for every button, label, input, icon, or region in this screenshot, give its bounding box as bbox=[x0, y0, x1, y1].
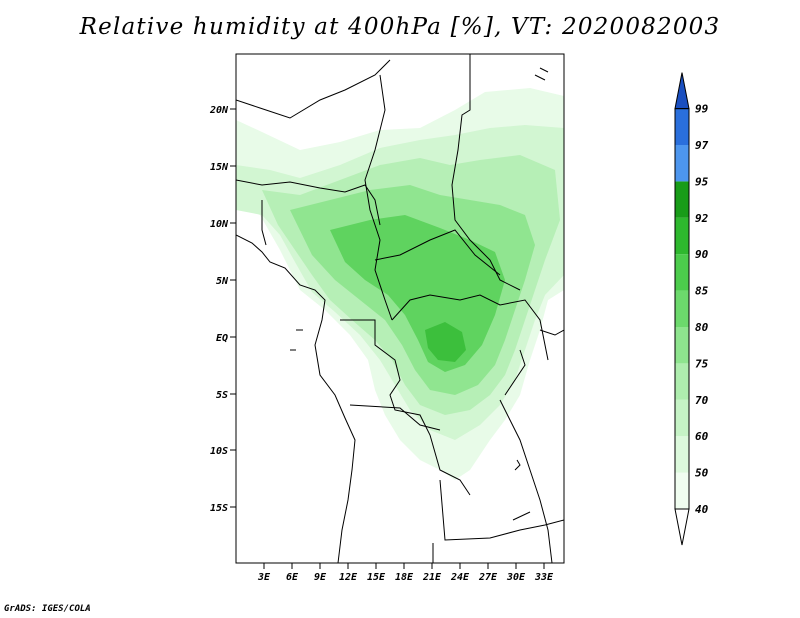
lon-label-12e: 12E bbox=[339, 572, 358, 583]
lat-label-5s: 5S bbox=[216, 390, 228, 401]
lon-label-27e: 27E bbox=[478, 572, 498, 583]
lon-label-33e: 33E bbox=[534, 572, 554, 583]
lon-label-18e: 18E bbox=[395, 572, 414, 583]
lat-label-10n: 10N bbox=[210, 219, 229, 230]
axis-ticks bbox=[230, 108, 545, 569]
map-title: Relative humidity at 400hPa [%], VT: 202… bbox=[79, 14, 721, 40]
lat-label-15s: 15S bbox=[210, 503, 228, 514]
colorbar-label-60: 60 bbox=[695, 430, 709, 443]
lat-label-5n: 5N bbox=[216, 276, 229, 287]
colorbar-label-85: 85 bbox=[695, 285, 709, 298]
humidity-field bbox=[236, 88, 564, 480]
colorbar-segment-95 bbox=[675, 145, 689, 182]
lat-label-20n: 20N bbox=[209, 105, 229, 116]
colorbar-label-70: 70 bbox=[695, 394, 709, 407]
lon-label-6e: 6E bbox=[286, 572, 299, 583]
colorbar-segment-97 bbox=[675, 108, 689, 145]
colorbar-segment-50 bbox=[675, 436, 689, 473]
colorbar-underflow-arrow bbox=[674, 508, 690, 546]
colorbar-segment-75 bbox=[675, 327, 689, 364]
colorbar-label-95: 95 bbox=[695, 175, 709, 188]
colorbar-outline bbox=[674, 108, 690, 510]
longitude-labels: 3E 6E 9E 12E 15E 18E 21E 24E 27E 30E 33E bbox=[257, 572, 554, 583]
lon-label-9e: 9E bbox=[314, 572, 327, 583]
lon-label-3e: 3E bbox=[257, 572, 271, 583]
colorbar-label-99: 99 bbox=[695, 103, 709, 116]
colorbar: 40 50 60 70 75 80 85 90 92 95 97 99 bbox=[674, 72, 709, 546]
colorbar-label-97: 97 bbox=[695, 139, 709, 152]
lon-label-21e: 21E bbox=[422, 572, 442, 583]
colorbar-segment-90 bbox=[675, 217, 689, 255]
colorbar-segment-70 bbox=[675, 363, 689, 400]
colorbar-label-50: 50 bbox=[695, 467, 709, 480]
colorbar-label-75: 75 bbox=[695, 357, 709, 370]
lon-label-24e: 24E bbox=[450, 572, 470, 583]
coastlines-and-borders bbox=[236, 54, 564, 563]
lat-label-10s: 10S bbox=[210, 446, 228, 457]
colorbar-label-92: 92 bbox=[695, 212, 709, 225]
colorbar-label-40: 40 bbox=[695, 503, 709, 516]
lon-label-30e: 30E bbox=[506, 572, 526, 583]
lat-label-15n: 15N bbox=[210, 162, 229, 173]
colorbar-segment-92 bbox=[675, 181, 689, 218]
colorbar-segment-60 bbox=[675, 399, 689, 437]
colorbar-segment-40 bbox=[675, 472, 689, 509]
colorbar-overflow-arrow bbox=[674, 72, 690, 110]
colorbar-segment-80 bbox=[675, 290, 689, 327]
lat-label-eq: EQ bbox=[216, 333, 228, 344]
map-frame bbox=[235, 53, 565, 564]
lon-label-15e: 15E bbox=[367, 572, 386, 583]
colorbar-label-80: 80 bbox=[695, 321, 709, 334]
grads-credit: GrADS: IGES/COLA bbox=[4, 604, 91, 614]
latitude-labels: 20N 15N 10N 5N EQ 5S 10S 15S bbox=[209, 105, 229, 514]
colorbar-label-90: 90 bbox=[695, 248, 709, 261]
colorbar-segment-85 bbox=[675, 254, 689, 291]
humidity-contour-90 bbox=[425, 322, 466, 362]
